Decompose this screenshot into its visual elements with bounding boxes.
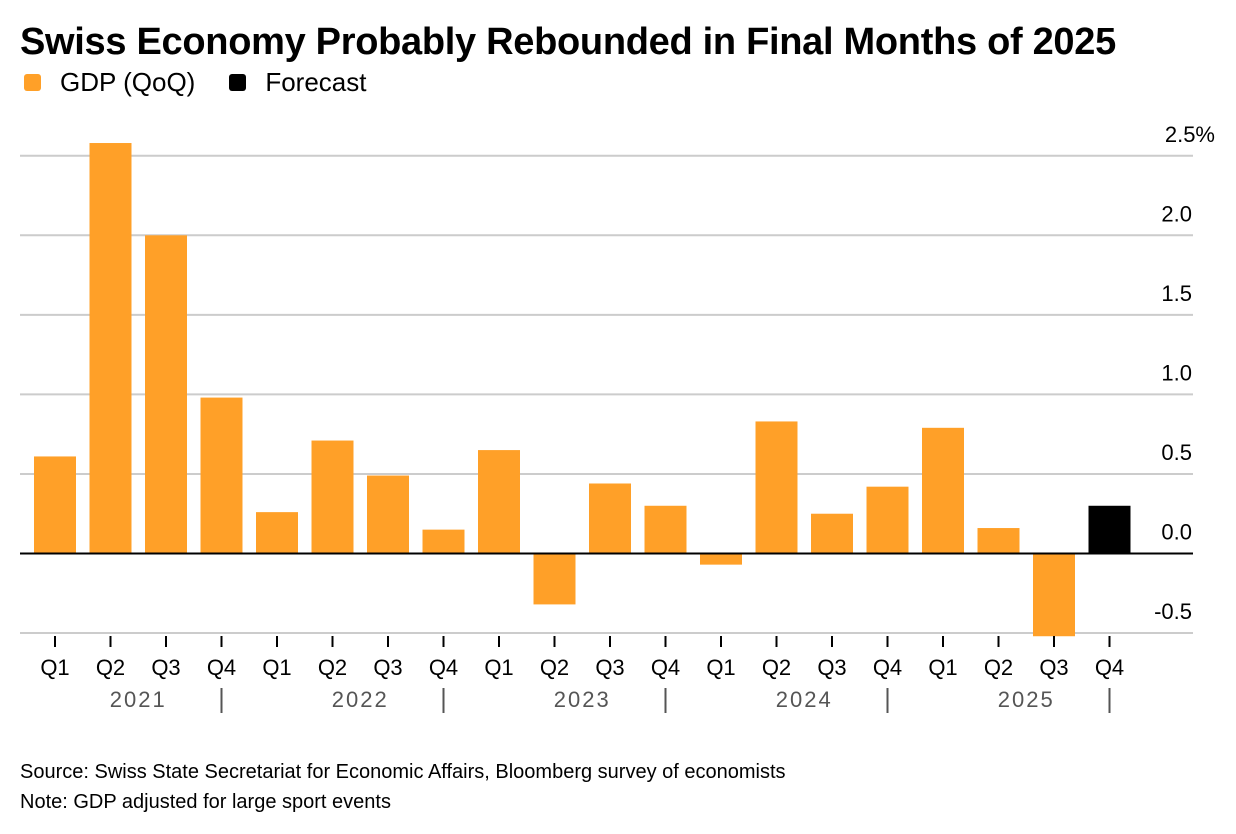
footer: Source: Swiss State Secretariat for Econ… xyxy=(20,757,786,817)
chart-title: Swiss Economy Probably Rebounded in Fina… xyxy=(20,21,1116,63)
x-axis: Q1 Q2 Q3 Q4 Q1 Q2 Q3 Q4 Q1 Q2 Q3 Q4 Q1 Q2 Q3 Q4 Q1 Q2 Q3 Q4… xyxy=(40,636,1124,713)
year-label: 2025 xyxy=(998,687,1055,712)
source-note: Source: Swiss State Secretariat for Econ… xyxy=(20,761,786,783)
x-tick-label: Q1 xyxy=(484,655,513,680)
bar-gdp xyxy=(922,427,964,554)
year-label: 2024 xyxy=(776,687,833,712)
x-tick-label: Q2 xyxy=(96,655,125,680)
bar-gdp xyxy=(977,528,1020,554)
bar-gdp xyxy=(34,456,76,554)
legend-label-forecast: Forecast xyxy=(265,67,367,97)
y-tick-label: 1.0 xyxy=(1161,360,1192,385)
y-axis-labels: 2.5% 2.0 1.5 1.0 0.5 0.0 -0.5 xyxy=(1154,122,1215,624)
legend-swatch-gdp xyxy=(24,73,41,91)
x-tick-label: Q1 xyxy=(262,655,291,680)
x-tick-label: Q3 xyxy=(595,655,624,680)
bars xyxy=(34,143,1131,637)
x-tick-label: Q3 xyxy=(1039,655,1068,680)
bar-gdp xyxy=(311,440,354,554)
legend-item-forecast: Forecast xyxy=(229,66,366,98)
bar-gdp xyxy=(589,483,631,554)
y-tick-label: 2.5% xyxy=(1165,122,1215,147)
legend-item-gdp: GDP (QoQ) xyxy=(24,66,195,98)
year-label: 2022 xyxy=(332,687,389,712)
bar-gdp xyxy=(533,553,576,605)
gridlines xyxy=(20,154,1193,635)
legend-swatch-forecast xyxy=(229,73,247,91)
bar-gdp xyxy=(755,421,798,554)
legend-label-gdp: GDP (QoQ) xyxy=(60,67,196,97)
bar-forecast xyxy=(1088,505,1131,554)
bar-gdp xyxy=(422,529,465,554)
x-tick-label: Q2 xyxy=(540,655,569,680)
year-label: 2021 xyxy=(110,687,167,712)
x-tick-label: Q4 xyxy=(651,655,680,680)
x-tick-label: Q2 xyxy=(318,655,347,680)
y-tick-label: 2.0 xyxy=(1161,201,1192,226)
bar-gdp xyxy=(145,235,187,554)
y-tick-label: -0.5 xyxy=(1154,599,1192,624)
bar-gdp xyxy=(200,397,243,554)
x-tick-label: Q4 xyxy=(873,655,902,680)
x-tick-label: Q4 xyxy=(429,655,458,680)
x-tick-label: Q3 xyxy=(151,655,180,680)
x-tick-label: Q3 xyxy=(817,655,846,680)
x-tick-label: Q1 xyxy=(928,655,957,680)
year-label: 2023 xyxy=(554,687,611,712)
bar-gdp xyxy=(700,553,742,565)
bar-gdp xyxy=(89,143,132,554)
bar-gdp xyxy=(811,513,853,554)
x-tick-label: Q1 xyxy=(706,655,735,680)
x-tick-label: Q4 xyxy=(1095,655,1124,680)
y-tick-label: 0.5 xyxy=(1161,440,1192,465)
y-tick-label: 1.5 xyxy=(1161,281,1192,306)
x-tick-label: Q2 xyxy=(984,655,1013,680)
bar-gdp xyxy=(1033,553,1075,637)
bar-gdp xyxy=(478,450,520,554)
legend: GDP (QoQ) Forecast xyxy=(24,66,400,98)
bar-gdp xyxy=(866,486,909,554)
bar-gdp xyxy=(256,512,298,554)
x-tick-label: Q4 xyxy=(207,655,236,680)
bar-gdp xyxy=(367,475,409,554)
note: Note: GDP adjusted for large sport event… xyxy=(20,791,391,813)
x-tick-label: Q1 xyxy=(40,655,69,680)
bar-gdp xyxy=(644,505,687,554)
x-tick-label: Q2 xyxy=(762,655,791,680)
x-tick-label: Q3 xyxy=(373,655,402,680)
y-tick-label: 0.0 xyxy=(1161,520,1192,545)
